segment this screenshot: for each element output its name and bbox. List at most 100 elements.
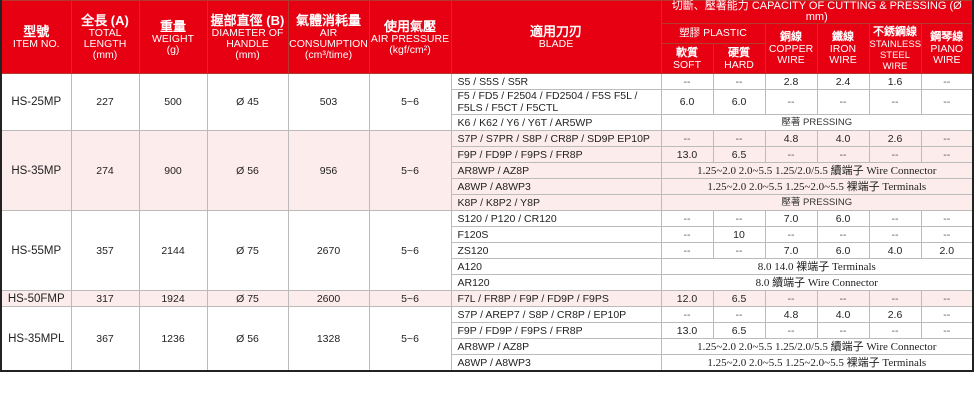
cell-piano: -- [920, 290, 974, 307]
cell-soft: -- [660, 306, 714, 323]
cell-item: HS-35MP [0, 130, 72, 211]
cell-piano: -- [920, 210, 974, 227]
cell-stainless: -- [868, 146, 922, 163]
cell-diameter: Ø 75 [206, 290, 289, 307]
header-stainless-wire: 不銹鋼線 STAINLESS STEEL WIRE [868, 23, 922, 74]
cell-capacity-note: 1.25~2.0 2.0~5.5 1.25~2.0~5.5 裸端子 Termin… [660, 354, 974, 372]
cell-soft: -- [660, 73, 714, 90]
cell-piano: 2.0 [920, 242, 974, 259]
cell-stainless: 2.6 [868, 130, 922, 147]
cell-air: 503 [287, 73, 370, 131]
cell-weight: 500 [138, 73, 208, 131]
cell-stainless: -- [868, 322, 922, 339]
table-row: HS-55MP 357 2144 Ø 75 2670 5~6 S120 / P120 / C… [0, 210, 974, 291]
cell-pressure: 5~6 [368, 290, 452, 307]
table-row: HS-35MP 274 900 Ø 56 956 5~6 S7P / S7PR / S8P … [0, 130, 974, 211]
cell-length: 317 [70, 290, 140, 307]
table-row: AR8WP / AZ8P 1.25~2.0 2.0~5.5 1.25/2.0/5.… [1, 338, 974, 355]
cell-air: 2600 [287, 290, 370, 307]
cell-hard: -- [712, 242, 766, 259]
header-air-consumption: 氣體消耗量 AIR CONSUMPTION (cm³/time) [287, 0, 370, 74]
header-blade: 適用刀刃 BLADE [450, 0, 662, 74]
cell-blade: AR8WP / AZ8P [450, 338, 662, 355]
cell-soft: 13.0 [660, 322, 714, 339]
cell-diameter: Ø 75 [206, 210, 289, 291]
cell-copper: 7.0 [764, 242, 818, 259]
header-air-pressure: 使用氣壓 AIR PRESSURE (kgf/cm²) [368, 0, 452, 74]
cell-copper: 4.8 [764, 306, 818, 323]
header-copper-wire: 銅線 COPPER WIRE [764, 23, 818, 74]
cell-pressure: 5~6 [368, 130, 452, 211]
cell-piano: -- [920, 306, 974, 323]
cell-soft: 13.0 [660, 146, 714, 163]
cell-air: 1328 [287, 306, 370, 372]
cell-copper: 4.8 [764, 130, 818, 147]
specification-table: 型號 ITEM NO. 全長 (A) TOTAL LENGTH (mm) 重量 WEIG… [0, 0, 974, 372]
cell-piano: -- [920, 226, 974, 243]
table-row: F5 / FD5 / F2504 / FD2504 / F5S F5L / F5… [1, 89, 974, 115]
cell-copper: -- [764, 146, 818, 163]
cell-soft: 6.0 [660, 89, 714, 115]
cell-diameter: Ø 56 [206, 130, 289, 211]
cell-item: HS-50FMP [0, 290, 72, 307]
header-piano-wire: 鋼琴線 PIANO WIRE [920, 23, 974, 74]
header-hard: 硬質 HARD [712, 43, 766, 74]
cell-hard: -- [712, 210, 766, 227]
header-capacity: 切斷、壓著能力 CAPACITY OF CUTTING & PRESSING (… [660, 0, 974, 24]
header-weight: 重量 WEIGHT (g) [138, 0, 208, 74]
cell-piano: -- [920, 73, 974, 90]
cell-blade: AR8WP / AZ8P [450, 162, 662, 179]
cell-piano: -- [920, 146, 974, 163]
cell-iron: 4.0 [816, 130, 870, 147]
header-plastic: 塑膠 PLASTIC [660, 23, 766, 44]
cell-piano: -- [920, 322, 974, 339]
cell-blade: K8P / K8P2 / Y8P [450, 194, 662, 211]
cell-hard: -- [712, 73, 766, 90]
cell-iron: -- [816, 290, 870, 307]
cell-blade: AR120 [450, 274, 662, 291]
cell-hard: 6.5 [712, 290, 766, 307]
header-iron-wire: 鐵線 IRON WIRE [816, 23, 870, 74]
cell-iron: 2.4 [816, 73, 870, 90]
cell-diameter: Ø 45 [206, 73, 289, 131]
table-row: A8WP / A8WP3 1.25~2.0 2.0~5.5 1.25~2.0~5.… [1, 354, 974, 372]
cell-blade: F9P / FD9P / F9PS / FR8P [450, 146, 662, 163]
cell-weight: 1236 [138, 306, 208, 372]
cell-copper: -- [764, 89, 818, 115]
cell-weight: 2144 [138, 210, 208, 291]
cell-stainless: -- [868, 290, 922, 307]
cell-soft: -- [660, 130, 714, 147]
header-total-length: 全長 (A) TOTAL LENGTH (mm) [70, 0, 140, 74]
cell-item: HS-35MPL [0, 306, 72, 372]
cell-blade: F7L / FR8P / F9P / FD9P / F9PS [450, 290, 662, 307]
cell-iron: -- [816, 226, 870, 243]
cell-length: 357 [70, 210, 140, 291]
cell-blade: A120 [450, 258, 662, 275]
cell-copper: 7.0 [764, 210, 818, 227]
cell-stainless: 2.6 [868, 306, 922, 323]
cell-copper: -- [764, 290, 818, 307]
cell-blade: A8WP / A8WP3 [450, 354, 662, 372]
cell-capacity-note: 1.25~2.0 2.0~5.5 1.25~2.0~5.5 裸端子 Termin… [660, 178, 974, 195]
cell-air: 956 [287, 130, 370, 211]
cell-blade: S7P / S7PR / S8P / CR8P / SD9P EP10P [450, 130, 662, 147]
cell-blade: F120S [450, 226, 662, 243]
cell-capacity-note: 1.25~2.0 2.0~5.5 1.25/2.0/5.5 續端子 Wire C… [660, 338, 974, 355]
cell-capacity-note: 8.0 續端子 Wire Connector [660, 274, 974, 291]
cell-blade: S7P / AREP7 / S8P / CR8P / EP10P [450, 306, 662, 323]
cell-hard: 6.5 [712, 322, 766, 339]
cell-iron: 4.0 [816, 306, 870, 323]
cell-blade: A8WP / A8WP3 [450, 178, 662, 195]
table-row: K6 / K62 / Y6 / Y6T / AR5WP 壓著 PRESSING [1, 114, 974, 131]
cell-stainless: -- [868, 226, 922, 243]
cell-blade: S120 / P120 / CR120 [450, 210, 662, 227]
cell-stainless: -- [868, 210, 922, 227]
table-body: HS-25MP 227 500 Ø 45 503 5~6 S5 / S5S / S5R -- -… [0, 73, 974, 372]
cell-iron: -- [816, 89, 870, 115]
cell-stainless: 4.0 [868, 242, 922, 259]
table-row: AR8WP / AZ8P 1.25~2.0 2.0~5.5 1.25/2.0/5.… [1, 162, 974, 179]
cell-weight: 1924 [138, 290, 208, 307]
cell-soft: -- [660, 226, 714, 243]
table-row: HS-35MPL 367 1236 Ø 56 1328 5~6 S7P / AREP7 / … [0, 306, 974, 372]
cell-capacity-note: 壓著 PRESSING [660, 194, 974, 211]
